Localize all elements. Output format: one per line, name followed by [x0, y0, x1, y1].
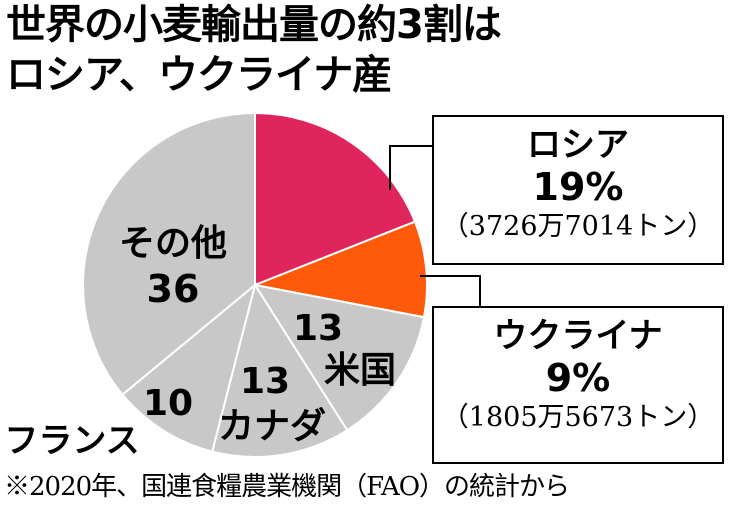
russia-callout-amount: （3726万7014トン）	[441, 211, 715, 242]
ukraine-callout: ウクライナ 9% （1805万5673トン）	[432, 306, 724, 464]
russia-callout-name: ロシア	[527, 125, 629, 165]
chart-title-line2: ロシア、ウクライナ産	[6, 52, 392, 98]
russia-callout: ロシア 19% （3726万7014トン）	[432, 115, 724, 265]
slice-label-us-value: 13	[293, 308, 343, 349]
ukraine-callout-name: ウクライナ	[493, 316, 663, 356]
pie-slice-france	[121, 282, 257, 453]
pie-slice-others	[82, 111, 256, 397]
slice-label-canada-value: 13	[240, 361, 290, 402]
ukraine-callout-amount: （1805万5673トン）	[441, 402, 715, 433]
russia-callout-percent: 19%	[532, 165, 624, 209]
source-footnote: ※2020年、国連食糧農業機関（FAO）の統計から	[4, 472, 570, 502]
pie-slice-russia	[254, 111, 417, 287]
slice-label-france-name: フランス	[4, 421, 139, 461]
pie-slice-canada	[211, 282, 349, 458]
chart-title-line1: 世界の小麦輸出量の約3割は	[6, 2, 502, 48]
slice-label-us-name: 米国	[324, 350, 396, 391]
slice-label-canada-name: カナダ	[218, 406, 326, 447]
pie-slice-ukraine	[251, 220, 428, 319]
slice-label-others-value: 36	[147, 267, 200, 311]
russia-leader-line	[389, 145, 432, 190]
slice-label-france-value: 10	[143, 383, 193, 424]
pie-slice-us	[252, 283, 426, 432]
slice-label-others-name: その他	[119, 223, 227, 264]
ukraine-leader-line	[420, 275, 481, 306]
ukraine-callout-percent: 9%	[545, 356, 611, 400]
